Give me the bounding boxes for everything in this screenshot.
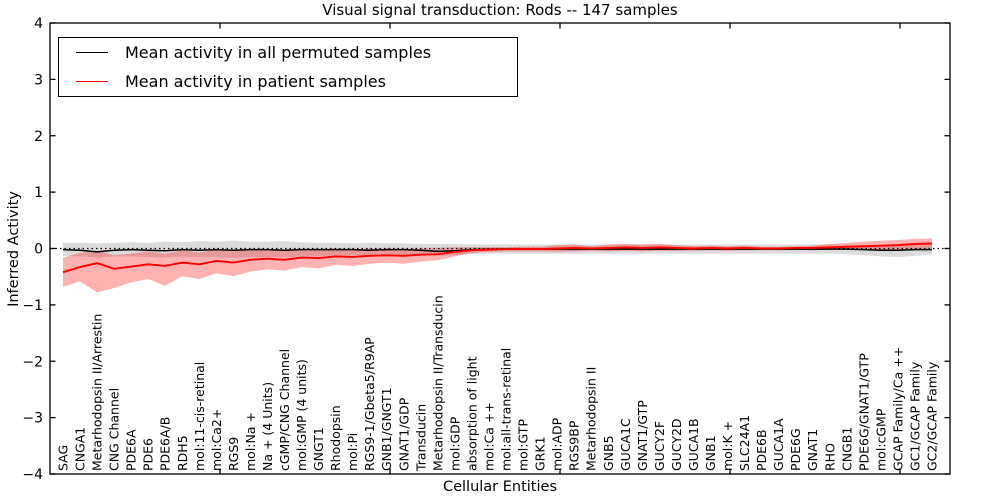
x-tick-label: CNGB1: [839, 427, 854, 471]
legend-entry-permuted: Mean activity in all permuted samples: [59, 39, 517, 67]
x-tick-label: mol:Ca2+: [209, 409, 224, 471]
y-tick-label: 2: [34, 129, 43, 145]
legend-entry-patient: Mean activity in patient samples: [59, 67, 517, 95]
x-tick-label: GUCY2D: [669, 418, 684, 471]
y-tick-label: −2: [22, 354, 43, 370]
x-tick-label: RDH5: [175, 435, 190, 471]
x-tick-label: GNAT1/GDP: [396, 397, 411, 471]
x-tick-label: Transducin: [413, 404, 428, 472]
y-axis-label: Inferred Activity: [6, 191, 22, 307]
x-tick-label: cGMP/CNG Channel: [277, 349, 292, 471]
chart-title: Visual signal transduction: Rods -- 147 …: [322, 1, 678, 19]
x-tick-label: GUCA1C: [618, 418, 633, 471]
x-tick-label: GUCA1B: [686, 418, 701, 471]
x-tick-label: GCAP Family/Ca ++: [890, 347, 905, 471]
legend-line-red: [76, 80, 108, 82]
x-tick-label: RGS9BP: [567, 420, 582, 471]
x-tick-label: GRK1: [533, 436, 548, 471]
patient-band: [63, 238, 932, 293]
x-tick-label: mol:Ca ++: [481, 402, 496, 471]
x-tick-label: GUCA1A: [771, 418, 786, 471]
x-tick-label: Metarhodopsin II/Transducin: [430, 295, 445, 471]
x-tick-label: GNB1/GNGT1: [379, 387, 394, 471]
x-tick-label: mol:Na +: [243, 412, 258, 471]
x-tick-label: mol:all-trans-retinal: [499, 348, 514, 471]
x-axis-label: Cellular Entities: [442, 479, 558, 495]
legend-label: Mean activity in patient samples: [125, 71, 386, 91]
x-tick-label: GC2/GCAP Family: [925, 361, 940, 471]
x-tick-label: GNB1: [703, 435, 718, 471]
x-tick-label: PDE6: [141, 438, 156, 471]
x-tick-label: mol:K +: [720, 421, 735, 471]
x-tick-label: PDE6G/GNAT1/GTP: [856, 353, 871, 471]
x-tick-label: Na + (4 Units): [260, 382, 275, 471]
x-tick-label: mol:11-cis-retinal: [192, 362, 207, 471]
x-tick-label: Rhodopsin: [328, 405, 343, 471]
x-tick-label: GNAT1: [805, 429, 820, 471]
y-tick-label: 3: [34, 72, 43, 88]
x-tick-label: GUCY2F: [652, 421, 667, 471]
y-tick-label: −4: [22, 467, 43, 483]
legend: Mean activity in all permuted samples Me…: [58, 37, 518, 97]
x-tick-label: RGS9: [226, 437, 241, 471]
y-tick-label: −1: [22, 298, 43, 314]
x-tick-label: PDE6B: [754, 429, 769, 471]
x-tick-label: mol:ADP: [550, 417, 565, 471]
patient-mean-line: [62, 242, 933, 274]
x-tick-label: PDE6G: [788, 428, 803, 471]
x-tick-label: PDE6A: [124, 429, 139, 471]
x-tick-label: Metarhodopsin II: [584, 367, 599, 471]
x-tick-label: Metarhodopsin II/Arrestin: [90, 314, 105, 471]
x-tick-label: RGS9-1/Gbeta5/R9AP: [362, 337, 377, 471]
x-tick-label: GNGT1: [311, 427, 326, 471]
x-tick-label: PDE6A/B: [158, 417, 173, 471]
legend-label: Mean activity in all permuted samples: [125, 43, 432, 63]
x-tick-label: absorption of light: [464, 356, 479, 471]
x-tick-label: GC1/GCAP Family: [907, 361, 922, 471]
legend-line-black: [76, 52, 108, 54]
y-tick-label: 1: [34, 185, 43, 201]
x-tick-label: GNB5: [601, 435, 616, 471]
y-tick-label: 4: [34, 16, 43, 32]
x-tick-label: mol:GTP: [516, 419, 531, 471]
y-tick-label: 0: [34, 242, 43, 258]
x-tick-label: GNAT1/GTP: [635, 400, 650, 471]
x-tick-label: mol:Pi: [345, 433, 360, 471]
x-tick-label: mol:GMP (4 units): [294, 359, 309, 471]
x-tick-label: RHO: [822, 443, 837, 471]
y-tick-label: −3: [22, 411, 43, 427]
x-tick-label: mol:GDP: [447, 416, 462, 471]
x-tick-label: CNGA1: [73, 427, 88, 471]
x-tick-label: mol:cGMP: [873, 408, 888, 471]
x-tick-label: SAG: [56, 445, 71, 471]
x-tick-label: CNG Channel: [107, 388, 122, 471]
x-tick-label: SLC24A1: [737, 415, 752, 471]
